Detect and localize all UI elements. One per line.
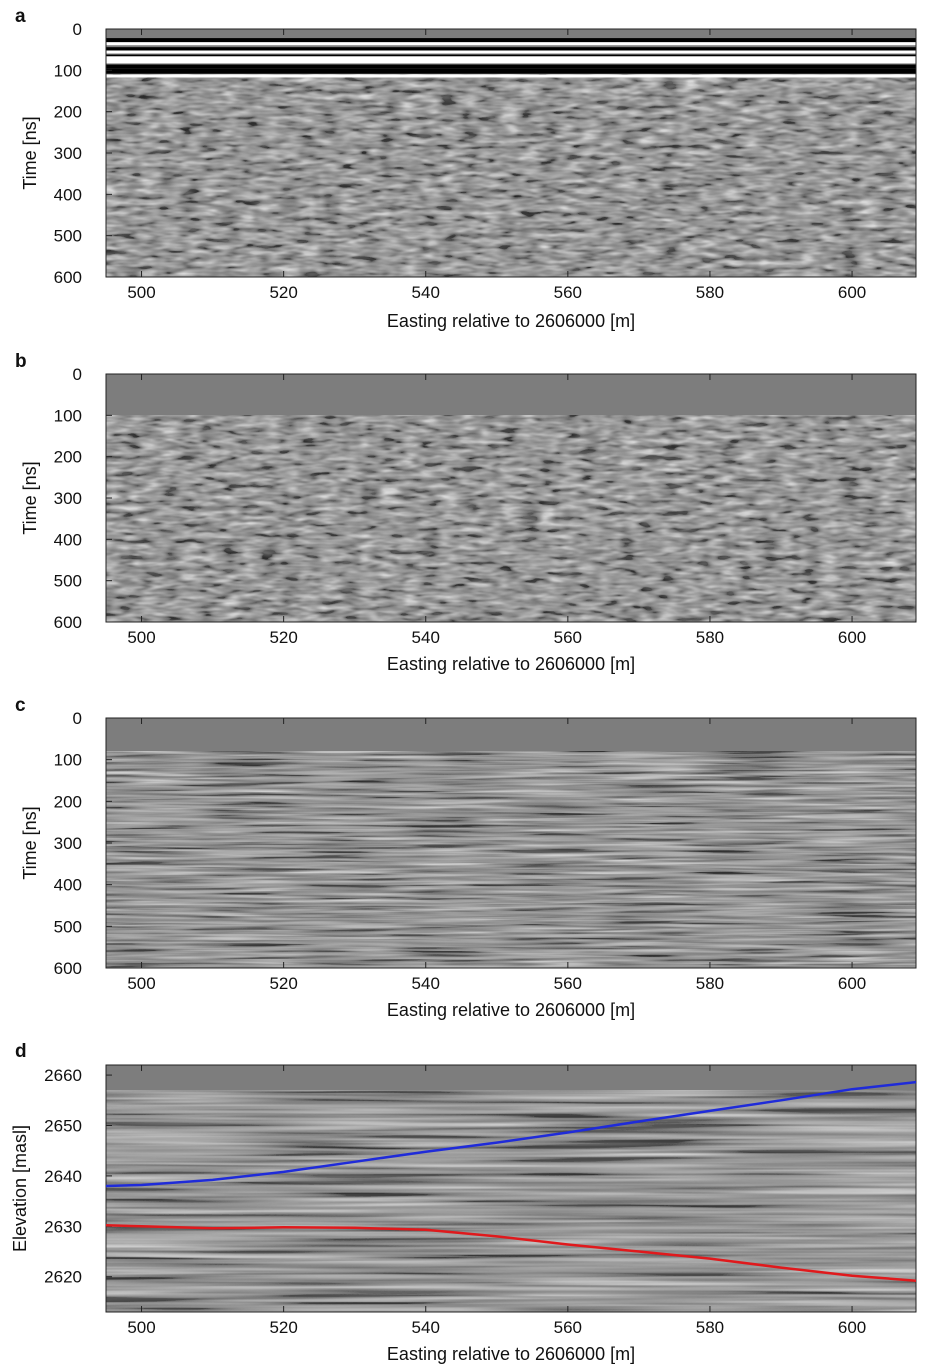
- x-tick-label: 600: [838, 628, 866, 647]
- x-tick-label: 540: [412, 283, 440, 302]
- x-tick-label: 560: [554, 628, 582, 647]
- x-tick-label: 580: [696, 974, 724, 993]
- y-axis-title: Time [ns]: [20, 461, 40, 534]
- radargram-image: [106, 374, 916, 622]
- y-axis-title: Elevation [masl]: [10, 1125, 30, 1252]
- x-tick-label: 500: [127, 974, 155, 993]
- x-tick-label: 520: [269, 628, 297, 647]
- y-tick-label: 300: [54, 834, 82, 853]
- y-tick-label: 100: [54, 61, 82, 80]
- x-tick-label: 540: [412, 974, 440, 993]
- y-tick-label: 500: [54, 917, 82, 936]
- y-tick-label: 500: [54, 227, 82, 246]
- x-tick-label: 560: [554, 974, 582, 993]
- y-tick-label: 2640: [44, 1167, 82, 1186]
- radargram-image: [106, 718, 916, 968]
- y-tick-label: 500: [54, 572, 82, 591]
- panel-d: d 500 520 540 560 580 600 2620 2630 2640 2650 2660 E…: [10, 1041, 917, 1364]
- y-tick-label: 100: [54, 751, 82, 770]
- x-axis-title: Easting relative to 2606000 [m]: [387, 654, 635, 674]
- radargram-image: [106, 1065, 916, 1312]
- y-tick-label: 400: [54, 530, 82, 549]
- x-tick-label: 600: [838, 974, 866, 993]
- series-line-red: [106, 1224, 916, 1282]
- y-tick-label: 200: [54, 103, 82, 122]
- x-axis-title: Easting relative to 2606000 [m]: [387, 311, 635, 331]
- panel-letter: a: [15, 6, 26, 27]
- x-tick-label: 580: [696, 1318, 724, 1337]
- y-tick-label: 600: [54, 959, 82, 978]
- y-tick-label: 300: [54, 489, 82, 508]
- y-tick-label: 2650: [44, 1116, 82, 1135]
- y-tick-label: 2660: [44, 1066, 82, 1085]
- x-tick-label: 540: [412, 1318, 440, 1337]
- y-tick-label: 2620: [44, 1268, 82, 1287]
- y-tick-label: 600: [54, 268, 82, 287]
- x-tick-label: 520: [269, 1318, 297, 1337]
- series-line-blue: [106, 1080, 916, 1188]
- panel-letter: c: [15, 695, 26, 716]
- x-tick-label: 540: [412, 628, 440, 647]
- x-tick-label: 580: [696, 283, 724, 302]
- panel-letter: d: [15, 1041, 27, 1062]
- y-tick-label: 300: [54, 144, 82, 163]
- x-tick-label: 500: [127, 283, 155, 302]
- panel-c: c 500 520 540 560 580 600 0 100 200 300 400 500 600 Ea…: [15, 695, 917, 1020]
- y-tick-label: 200: [54, 792, 82, 811]
- axes-frame: [105, 1064, 917, 1313]
- y-tick-label: 0: [73, 20, 82, 39]
- x-tick-label: 520: [269, 974, 297, 993]
- y-tick-label: 0: [73, 365, 82, 384]
- y-axis-title: Time [ns]: [20, 116, 40, 189]
- x-tick-label: 500: [127, 628, 155, 647]
- y-tick-label: 2630: [44, 1217, 82, 1236]
- y-tick-label: 200: [54, 448, 82, 467]
- y-tick-label: 0: [73, 709, 82, 728]
- panel-b: b 500 520 540 560 580 600 0 100 200 300 400 500 600 Ea…: [15, 351, 917, 674]
- panel-a: a 500 520 540 560 580 600 0 100 200 300 400 500 600 Ea…: [15, 6, 917, 331]
- x-axis-title: Easting relative to 2606000 [m]: [387, 1344, 635, 1364]
- x-tick-label: 560: [554, 283, 582, 302]
- x-axis-title: Easting relative to 2606000 [m]: [387, 1000, 635, 1020]
- x-tick-label: 500: [127, 1318, 155, 1337]
- x-tick-label: 580: [696, 628, 724, 647]
- y-axis-title: Time [ns]: [20, 806, 40, 879]
- y-tick-label: 100: [54, 406, 82, 425]
- x-tick-label: 600: [838, 1318, 866, 1337]
- y-tick-label: 400: [54, 185, 82, 204]
- x-tick-label: 520: [269, 283, 297, 302]
- panel-letter: b: [15, 351, 27, 372]
- x-tick-label: 560: [554, 1318, 582, 1337]
- radargram-image: [106, 29, 916, 277]
- y-tick-label: 600: [54, 613, 82, 632]
- x-tick-label: 600: [838, 283, 866, 302]
- y-tick-label: 400: [54, 876, 82, 895]
